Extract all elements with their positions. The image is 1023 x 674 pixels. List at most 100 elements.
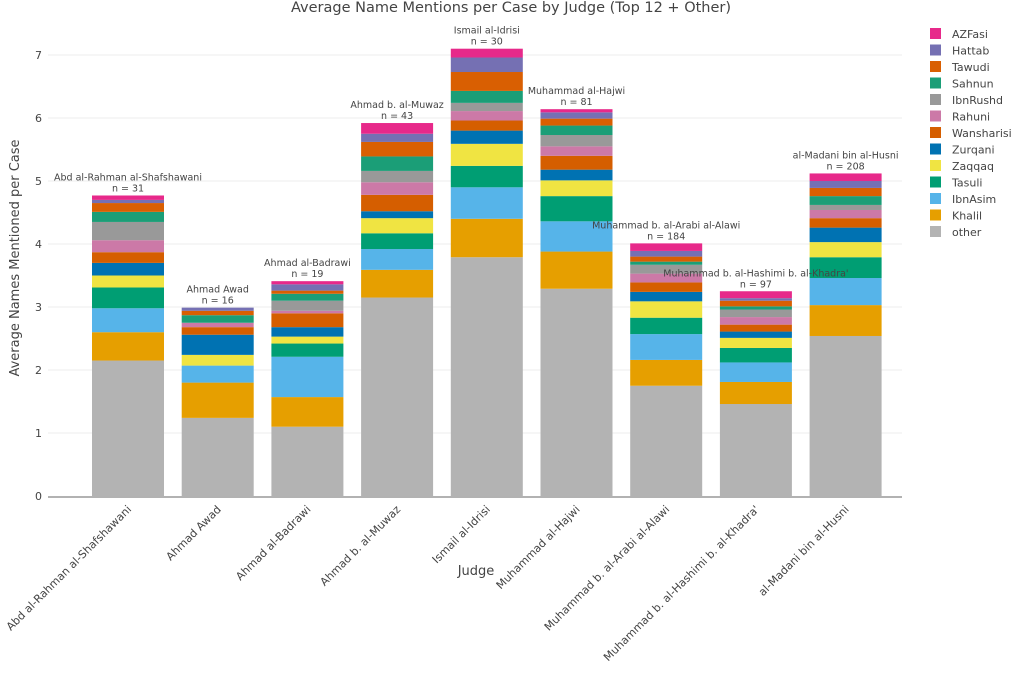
- bar-segment-zurqani: [181, 334, 254, 355]
- bar-segment-rahuni: [271, 310, 344, 314]
- legend-item-zaqqaq[interactable]: Zaqqaq: [930, 160, 994, 173]
- bar-annotation-n: n = 43: [381, 111, 413, 122]
- bar-stack: [450, 48, 523, 496]
- bar-segment-other: [809, 335, 882, 496]
- bar-segment-zurqani: [719, 331, 792, 338]
- bar-segment-rahuni: [361, 182, 434, 195]
- bar-segment-zaqqaq: [450, 143, 523, 166]
- bar-segment-rahuni: [630, 273, 703, 283]
- bar-stack: [809, 173, 882, 496]
- bar-segment-khalil: [540, 251, 613, 289]
- bar-segment-ibnrushd: [450, 102, 523, 112]
- bar-annotation-n: n = 81: [560, 97, 592, 108]
- bar-segment-ibnasim: [271, 356, 344, 398]
- bar-segment-hattab: [450, 57, 523, 73]
- legend-item-rahuni[interactable]: Rahuni: [930, 110, 990, 124]
- bar-segment-wansharisi: [540, 155, 613, 170]
- legend-item-azfasi[interactable]: AZFasi: [930, 28, 988, 41]
- bar-segment-ibnasim: [719, 362, 792, 382]
- bar-segment-khalil: [92, 332, 164, 361]
- bar-segment-khalil: [181, 382, 254, 418]
- legend-item-sahnun[interactable]: Sahnun: [930, 77, 994, 91]
- legend-item-ibnasim[interactable]: IbnAsim: [930, 193, 996, 206]
- legend-item-tawudi[interactable]: Tawudi: [930, 61, 990, 74]
- bar-segment-sahnun: [540, 125, 613, 136]
- legend-item-ibnrushd[interactable]: IbnRushd: [930, 94, 1003, 107]
- bar-segment-wansharisi: [630, 282, 703, 292]
- x-tick-label: Ahmad b. al-Muwaz: [318, 503, 404, 589]
- bar-segment-wansharisi: [361, 194, 434, 212]
- bar-annotation-judge: al-Madani bin al-Husni: [793, 150, 899, 161]
- y-tick-label: 7: [35, 49, 42, 62]
- legend-label: Zurqani: [952, 144, 995, 157]
- y-tick-label: 5: [35, 175, 42, 188]
- legend-item-khalil[interactable]: Khalil: [930, 209, 982, 223]
- bar-annotation-judge: Muhammad b. al-Hashimi b. al-Khadra': [663, 268, 848, 279]
- legend-label: Tasuli: [951, 177, 982, 190]
- bar-segment-azfasi: [271, 281, 344, 285]
- bar-segment-wansharisi: [809, 218, 882, 228]
- bar-annotation-n: n = 31: [112, 183, 144, 194]
- bar-segment-sahnun: [181, 315, 254, 323]
- bar-stack: [719, 291, 792, 496]
- bar-segment-sahnun: [92, 211, 164, 222]
- bar-segment-other: [92, 360, 164, 496]
- bar-segment-other: [361, 297, 434, 496]
- legend-item-tasuli[interactable]: Tasuli: [930, 176, 982, 190]
- bar-segment-sahnun: [809, 196, 882, 205]
- legend-swatch: [930, 77, 941, 89]
- bar-segment-tawudi: [450, 72, 523, 91]
- legend-label: Khalil: [952, 210, 982, 223]
- legend-item-hattab[interactable]: Hattab: [930, 44, 989, 58]
- chart-title: Average Name Mentions per Case by Judge …: [291, 0, 731, 16]
- legend-label: Tawudi: [951, 61, 990, 74]
- legend-label: IbnAsim: [952, 193, 996, 206]
- bar-annotation-judge: Abd al-Rahman al-Shafshawani: [54, 172, 202, 183]
- x-axis-title: Judge: [457, 564, 495, 579]
- bar-segment-tawudi: [809, 187, 882, 197]
- bar-segment-hattab: [540, 112, 613, 119]
- y-axis: 0 1 2 3 4 5 6 7: [35, 49, 42, 503]
- legend-item-other[interactable]: other: [930, 226, 982, 239]
- bar-segment-rahuni: [719, 317, 792, 325]
- bar-segment-khalil: [361, 269, 434, 298]
- legend-swatch: [930, 44, 941, 56]
- y-tick-label: 1: [35, 427, 42, 440]
- legend-swatch: [930, 160, 941, 171]
- y-tick-label: 4: [35, 238, 42, 251]
- bar-segment-tasuli: [271, 343, 344, 357]
- bar-segment-tawudi: [630, 256, 703, 262]
- legend-label: Zaqqaq: [952, 160, 994, 173]
- bar-segment-zurqani: [809, 227, 882, 243]
- bar-stack: [181, 307, 254, 496]
- y-tick-label: 3: [35, 301, 42, 314]
- bar-segment-hattab: [271, 284, 344, 291]
- bar-segment-other: [181, 417, 254, 496]
- legend-swatch: [930, 209, 941, 221]
- bar-segment-other: [271, 426, 344, 496]
- legend-swatch: [930, 110, 941, 122]
- legend-swatch: [930, 94, 941, 105]
- legend-label: AZFasi: [952, 28, 988, 41]
- bar-segment-other: [540, 288, 613, 496]
- bar-segment-sahnun: [271, 293, 344, 301]
- bar-segment-tasuli: [630, 317, 703, 335]
- bar-segment-ibnasim: [361, 249, 434, 270]
- bar-annotation-judge: Ahmad Awad: [187, 285, 249, 296]
- bar-stack: [630, 243, 703, 496]
- bar-segment-ibnasim: [630, 334, 703, 360]
- bar-segment-zurqani: [450, 130, 523, 144]
- bar-segment-rahuni: [809, 209, 882, 219]
- bar-segment-tawudi: [271, 290, 344, 294]
- bar-segment-tasuli: [450, 165, 523, 188]
- legend-item-wansharisi[interactable]: Wansharisi: [930, 127, 1012, 140]
- x-tick-label: Abd al-Rahman al-Shafshawani: [4, 503, 134, 633]
- bar-segment-tawudi: [92, 203, 164, 212]
- legend-item-zurqani[interactable]: Zurqani: [930, 143, 995, 157]
- x-tick-label: Muhammad al-Hajwi: [494, 503, 583, 592]
- bar-segment-khalil: [450, 218, 523, 258]
- bar-segment-sahnun: [630, 261, 703, 265]
- bar-segment-tasuli: [809, 257, 882, 279]
- bar-segment-tawudi: [361, 141, 434, 157]
